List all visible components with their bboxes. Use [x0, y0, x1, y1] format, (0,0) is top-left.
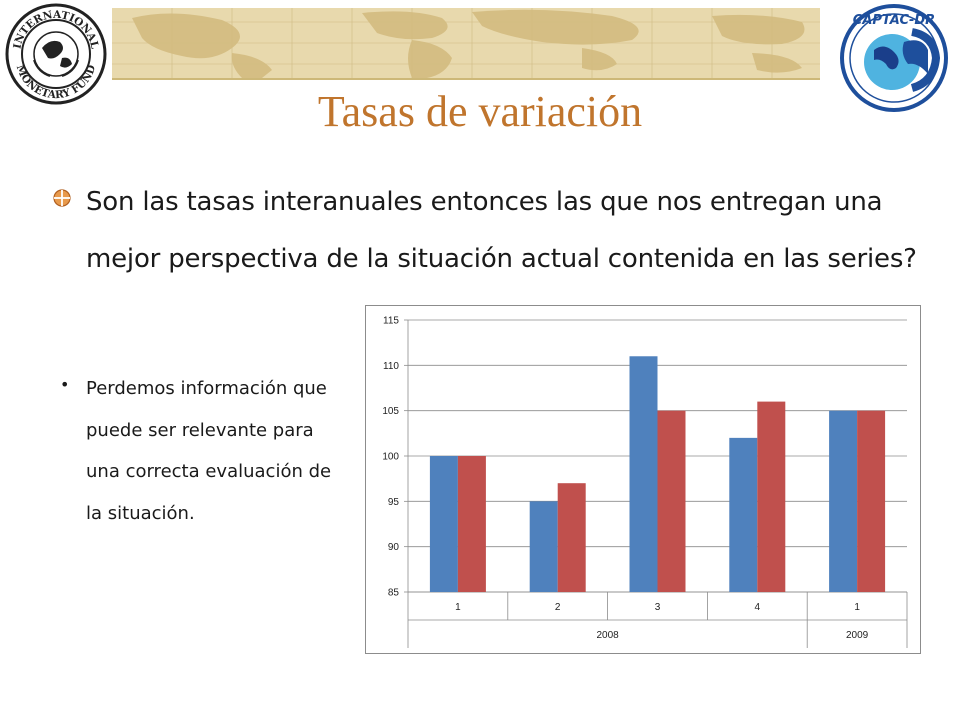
bar-series-2-cat-3: [657, 410, 686, 592]
main-bullet-text: Son las tasas interanuales entonces las …: [86, 187, 917, 274]
bar-chart-svg: 85 90 95 100 105 110 115 1 2 3 4 1 2008 2009: [382, 316, 908, 648]
bar-series-1-cat-5: [829, 410, 858, 592]
x-group-label: 2009: [846, 630, 869, 641]
x-category-label: 1: [455, 602, 461, 613]
x-category-label: 1: [854, 602, 860, 613]
sub-bullet-dot-icon: •: [60, 375, 70, 394]
y-tick-label: 90: [388, 542, 400, 553]
bar-series-2-cat-5: [857, 410, 886, 592]
bar-chart: 85 90 95 100 105 110 115 1 2 3 4 1 2008 2009: [365, 305, 921, 654]
y-tick-label: 110: [383, 361, 399, 372]
orange-circle-bullet-icon: [53, 189, 71, 207]
slide-title: Tasas de variación: [317, 87, 643, 136]
bar-series-1-cat-4: [729, 437, 758, 592]
y-tick-label: 105: [382, 406, 399, 417]
x-category-label: 3: [655, 602, 661, 613]
x-category-label: 4: [755, 602, 761, 613]
svg-text:CAPTAC-DR: CAPTAC-DR: [853, 13, 935, 28]
x-category-label: 2: [555, 602, 561, 613]
header-map-band: [112, 8, 820, 80]
bar-series-1-cat-3: [629, 356, 658, 592]
imf-logo: INTERNATIONAL MONETARY FUND INTERNATIONA…: [4, 2, 108, 106]
captac-dr-logo: CAPTAC-DR CAPTAC-DR: [838, 2, 950, 114]
bar-series-2-cat-1: [457, 456, 486, 592]
y-tick-label: 85: [388, 588, 400, 599]
bar-series-1-cat-2: [529, 501, 558, 592]
captac-logo-text: CAPTAC-DR: [950, 2, 951, 3]
bar-series-2-cat-2: [557, 483, 586, 592]
y-tick-label: 95: [388, 497, 400, 508]
imf-logo-text: INTERNATIONAL MONETARY FUND: [108, 2, 109, 3]
y-tick-label: 100: [382, 452, 399, 463]
bar-series-1-cat-1: [429, 456, 458, 592]
y-tick-label: 115: [383, 316, 399, 327]
bar-series-2-cat-4: [757, 401, 786, 592]
x-group-label: 2008: [596, 630, 619, 641]
sub-bullet-text: Perdemos información que puede ser relev…: [86, 378, 332, 524]
